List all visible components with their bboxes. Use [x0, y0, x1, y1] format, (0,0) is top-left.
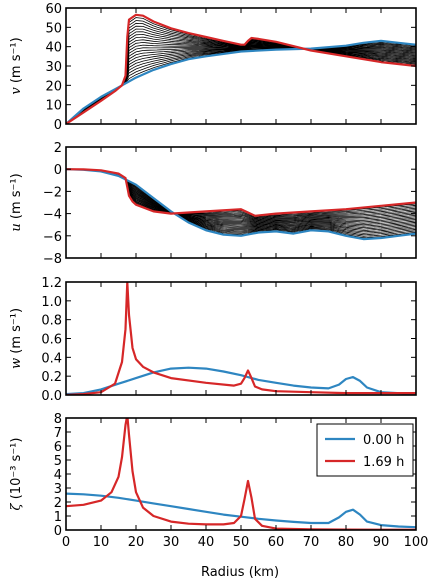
y-tick-label: 30 — [45, 60, 62, 75]
y-tick-label: 2 — [54, 496, 62, 511]
series-line-0 — [66, 39, 416, 124]
y-tick-label: 0.0 — [41, 389, 62, 404]
y-axis-title-1: u (m s⁻¹) — [9, 173, 24, 231]
y-tick-label: 6 — [54, 440, 62, 455]
y-tick-label: −8 — [43, 252, 62, 267]
y-axis-variable: w — [9, 358, 24, 369]
y-tick-label: −2 — [43, 185, 62, 200]
y-tick-label: 2 — [54, 141, 62, 156]
x-tick-label: 10 — [93, 535, 110, 550]
y-axis-unit: (m s⁻¹) — [9, 37, 24, 87]
plot-area-0 — [66, 13, 416, 124]
x-tick-label: 90 — [373, 535, 390, 550]
y-tick-label: 7 — [54, 426, 62, 441]
y-tick-label: 60 — [45, 2, 62, 17]
y-tick-label: 0.4 — [41, 351, 62, 366]
series-line-0 — [66, 168, 416, 241]
panel-1: −8 −6 −4 −2 0 2 u (m s⁻¹) — [9, 141, 417, 267]
y-axis-variable: u — [9, 223, 24, 231]
x-axis-title-group: Radius (km) — [201, 565, 279, 580]
y-axis-variable: ζ — [9, 502, 24, 510]
y-tick-label: −6 — [43, 230, 62, 245]
y-tick-label: 0.6 — [41, 333, 62, 348]
series-line-1 — [66, 168, 416, 217]
hatch-line — [66, 22, 416, 124]
y-tick-label: 0 — [54, 163, 62, 178]
y-axis-title-2: w (m s⁻¹) — [9, 308, 24, 369]
y-tick-label: 4 — [54, 468, 62, 483]
panel-frame-2 — [65, 281, 417, 396]
panel-2: 0.0 0.2 0.4 0.6 0.8 1.0 1.2 w (m s⁻¹) — [9, 276, 417, 404]
panel-frame-0 — [65, 7, 417, 125]
y-tick-label: 0.2 — [41, 370, 62, 385]
y-axis-variable: v — [9, 87, 24, 95]
y-tick-label: 1.2 — [41, 276, 62, 291]
series-line-1 — [66, 13, 416, 124]
x-tick-label: 100 — [404, 535, 429, 550]
plot-area-2 — [66, 282, 416, 395]
y-tick-label: 0.8 — [41, 314, 62, 329]
y-tick-label: 50 — [45, 21, 62, 36]
legend-label-0: 0.00 h — [363, 433, 404, 448]
y-tick-label: 0 — [54, 118, 62, 133]
y-tick-label: 1.0 — [41, 295, 62, 310]
x-tick-label: 60 — [268, 535, 285, 550]
y-tick-label: 1 — [54, 510, 62, 525]
x-axis-title: Radius (km) — [201, 565, 279, 580]
hatch-line — [66, 168, 416, 226]
y-axis-title-0: v (m s⁻¹) — [9, 37, 24, 94]
plot-area-1 — [66, 168, 416, 241]
series-line-1 — [66, 418, 416, 530]
hatch-line — [66, 20, 416, 124]
x-tick-label: 30 — [163, 535, 180, 550]
y-axis-unit: (10⁻³ s⁻¹) — [9, 438, 24, 504]
y-tick-label: 20 — [45, 79, 62, 94]
x-tick-label: 50 — [233, 535, 250, 550]
panel-frame-1 — [65, 146, 417, 259]
x-tick-label: 40 — [198, 535, 215, 550]
panel-0: 0 10 20 30 40 50 60 v (m s⁻¹) — [9, 2, 417, 133]
y-tick-label: 10 — [45, 99, 62, 114]
y-tick-label: 3 — [54, 482, 62, 497]
y-tick-label: 0 — [54, 524, 62, 539]
series-line-1 — [66, 282, 416, 395]
x-tick-label: 80 — [338, 535, 355, 550]
legend-label-1: 1.69 h — [363, 455, 404, 470]
legend: 0.00 h 1.69 h — [316, 423, 414, 477]
y-axis-title-3: ζ (10⁻³ s⁻¹) — [9, 438, 24, 511]
legend-box — [316, 423, 414, 477]
y-axis-unit: (m s⁻¹) — [9, 308, 24, 358]
y-axis-unit: (m s⁻¹) — [9, 173, 24, 223]
series-line-0 — [66, 366, 416, 395]
y-tick-label: −4 — [43, 208, 62, 223]
y-tick-label: 5 — [54, 454, 62, 469]
hatch-line — [66, 25, 416, 124]
y-tick-label: 40 — [45, 41, 62, 56]
x-tick-label: 0 — [62, 535, 70, 550]
y-tick-label: 8 — [54, 412, 62, 427]
series-line-0 — [66, 492, 416, 529]
hatch-line — [66, 17, 416, 124]
plot-area-3 — [66, 418, 416, 530]
x-tick-label: 70 — [303, 535, 320, 550]
x-tick-label: 20 — [128, 535, 145, 550]
